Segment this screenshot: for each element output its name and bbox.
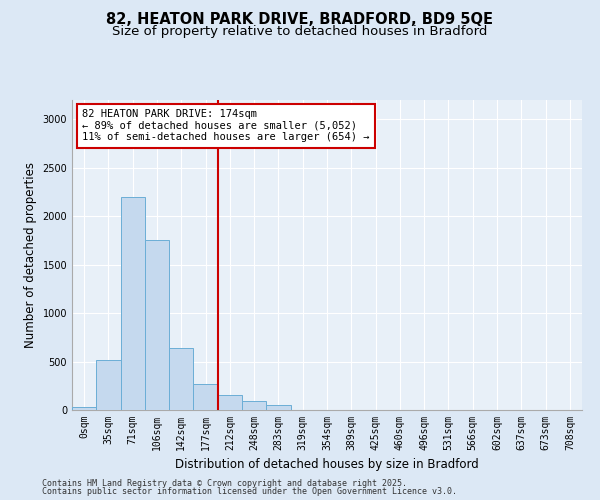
Bar xyxy=(218,395,242,410)
Text: Contains HM Land Registry data © Crown copyright and database right 2025.: Contains HM Land Registry data © Crown c… xyxy=(42,478,407,488)
Text: 82, HEATON PARK DRIVE, BRADFORD, BD9 5QE: 82, HEATON PARK DRIVE, BRADFORD, BD9 5QE xyxy=(107,12,493,28)
Text: 82 HEATON PARK DRIVE: 174sqm
← 89% of detached houses are smaller (5,052)
11% of: 82 HEATON PARK DRIVE: 174sqm ← 89% of de… xyxy=(82,110,370,142)
Bar xyxy=(72,407,96,410)
Bar xyxy=(145,240,169,410)
Text: Contains public sector information licensed under the Open Government Licence v3: Contains public sector information licen… xyxy=(42,488,457,496)
X-axis label: Distribution of detached houses by size in Bradford: Distribution of detached houses by size … xyxy=(175,458,479,471)
Bar xyxy=(242,402,266,410)
Bar xyxy=(96,360,121,410)
Bar xyxy=(169,348,193,410)
Text: Size of property relative to detached houses in Bradford: Size of property relative to detached ho… xyxy=(112,25,488,38)
Bar xyxy=(193,384,218,410)
Y-axis label: Number of detached properties: Number of detached properties xyxy=(24,162,37,348)
Bar xyxy=(266,405,290,410)
Bar xyxy=(121,197,145,410)
